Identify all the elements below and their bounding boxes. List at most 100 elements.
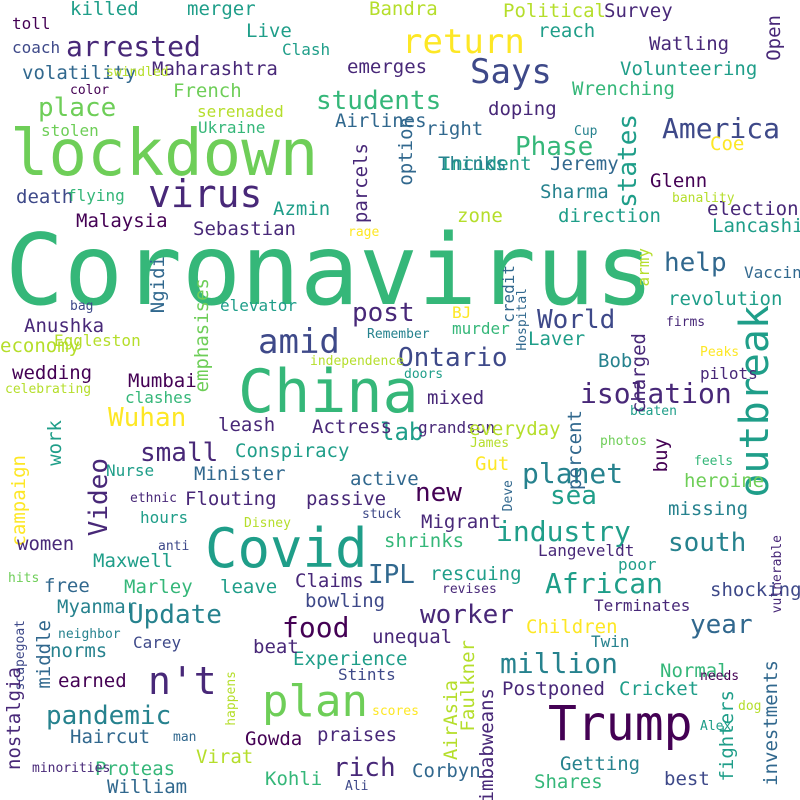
word-vaccine: Vaccine [744, 263, 800, 282]
word-celebrating: celebrating [5, 382, 92, 397]
word-glenn: Glenn [650, 170, 708, 192]
word-unequal: unequal [372, 626, 453, 648]
word-flying: flying [67, 186, 125, 205]
word-azmin: Azmin [273, 198, 331, 220]
word-deve: Deve [501, 480, 516, 512]
word-photos: photos [600, 434, 647, 449]
word-children: Children [526, 616, 618, 638]
word-happens: happens [224, 671, 239, 726]
word-economy: economy [0, 335, 81, 357]
word-right: right [426, 118, 484, 140]
word-pandemic: pandemic [46, 701, 172, 731]
word-covid: Covid [205, 517, 368, 580]
word-post: post [352, 298, 415, 328]
word-merger: merger [187, 0, 256, 20]
word-leave: leave [220, 576, 278, 598]
word-grandson: grandson [418, 418, 496, 437]
word-flouting: Flouting [185, 488, 277, 510]
word-sharma: Sharma [540, 181, 609, 203]
word-shares: Shares [534, 771, 603, 793]
word-industry: industry [496, 515, 631, 548]
word-zimbabweans: Zimbabweans [476, 688, 498, 800]
word-wrenching: Wrenching [572, 78, 675, 100]
word-year: year [690, 610, 753, 640]
word-ethnic: ethnic [130, 491, 177, 506]
word-political: Political [503, 0, 606, 22]
word-mumbai: Mumbai [128, 370, 197, 392]
word-live: Live [246, 20, 292, 42]
word-corbyn: Corbyn [412, 760, 481, 782]
word-dog: dog [738, 699, 762, 714]
word-arrested: arrested [66, 30, 201, 63]
word-amid: amid [258, 322, 340, 362]
word-rage: rage [348, 225, 380, 240]
word-twin: Twin [591, 632, 630, 651]
word-man: man [173, 730, 197, 745]
word-poor: poor [618, 555, 657, 574]
word-pilots: pilots [700, 364, 758, 383]
word-option: option [395, 117, 417, 186]
word-william: William [107, 776, 188, 798]
word-scores: scores [372, 704, 419, 719]
word-neighbor: neighbor [58, 627, 121, 642]
word-doping: doping [488, 98, 557, 120]
word-gut: Gut [475, 453, 510, 475]
word-banality: banality [672, 191, 735, 206]
word-charged: charged [628, 333, 650, 414]
word-vulnerable: vulnerable [770, 535, 785, 614]
word-praises: praises [317, 724, 398, 746]
word-million: million [500, 647, 619, 680]
word-nurse: Nurse [106, 461, 155, 480]
word-normal: Normal [660, 660, 729, 682]
word-laver: Laver [528, 328, 586, 350]
word-alex: Alex [700, 719, 732, 734]
word-parcels: parcels [350, 143, 372, 224]
word-rich: rich [333, 753, 396, 783]
word-plan: plan [262, 676, 368, 727]
word-bowling: bowling [305, 590, 386, 612]
word-wuhan: Wuhan [108, 403, 187, 433]
word-coe: Coe [710, 133, 745, 155]
word-murder: murder [452, 319, 510, 338]
word-revises: revises [442, 582, 497, 597]
word-elevator: elevator [220, 296, 298, 315]
word-bandra: Bandra [369, 0, 438, 20]
word-sebastian: Sebastian [193, 218, 296, 240]
word-trump: Trump [548, 696, 693, 752]
word-swindled: swindled [106, 65, 169, 80]
word-airlines: Airlines [335, 110, 427, 132]
word-watling: Watling [649, 33, 730, 55]
word-jeremy: Jeremy [550, 153, 619, 175]
word-place: place [38, 93, 117, 123]
word-sea: sea [550, 481, 597, 511]
word-coach: coach [12, 38, 61, 57]
word-zone: zone [457, 205, 503, 227]
word-conspiracy: Conspiracy [235, 440, 350, 462]
word-open: Open [763, 15, 785, 61]
word-emphasises: emphasises [191, 278, 213, 393]
word-airasia: AirAsia [440, 680, 462, 761]
word-gowda: Gowda [245, 728, 303, 750]
word-fighters: fighters [716, 690, 738, 782]
word-serenaded: serenaded [197, 102, 284, 121]
word-free: free [44, 575, 90, 597]
word-everyday: everyday [469, 418, 561, 440]
word-needs: needs [700, 669, 740, 684]
word-lab: lab [380, 418, 424, 446]
word-virat: Virat [196, 746, 254, 768]
word-feels: feels [694, 454, 734, 469]
word-carey: Carey [133, 633, 182, 652]
word-haircut: Haircut [70, 726, 151, 748]
word-actress: Actress [312, 416, 393, 438]
word-women: women [17, 533, 75, 555]
word-stolen: stolen [41, 121, 99, 140]
word-update: Update [128, 600, 222, 630]
word-remember: Remember [367, 327, 430, 342]
word-disney: Disney [244, 516, 291, 531]
word-revolution: revolution [668, 288, 783, 310]
word-leash: leash [218, 414, 276, 436]
word-stints: Stints [338, 665, 396, 684]
word-students: students [316, 86, 442, 116]
word-outbreak: outbreak [732, 305, 778, 498]
